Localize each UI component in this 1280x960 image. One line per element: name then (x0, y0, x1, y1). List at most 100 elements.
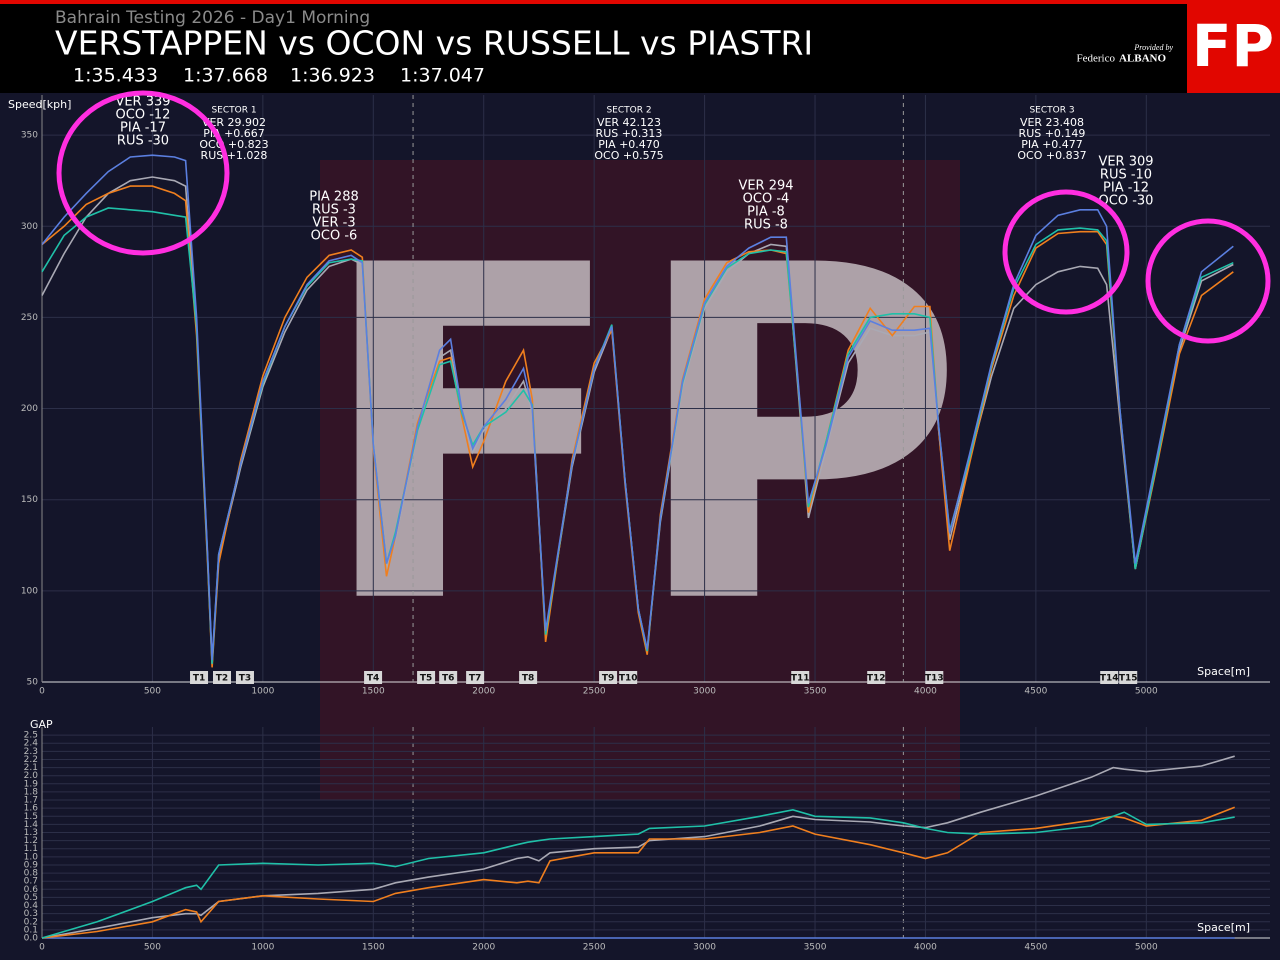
highlight-circle (1002, 189, 1130, 315)
subtitle: Bahrain Testing 2026 - Day1 Morning (55, 8, 370, 28)
lap-time: 1:37.047 (400, 65, 485, 87)
y-tick-label: 0.3 (24, 909, 38, 919)
annotation: RUS -3 (312, 203, 356, 218)
y-tick-label: 1.4 (24, 820, 39, 830)
chart: 0.00.10.20.30.40.50.60.70.80.91.01.11.21… (24, 718, 1270, 953)
x-tick-label: 2500 (583, 687, 606, 697)
sector-title: SECTOR 3 (1029, 106, 1074, 116)
y-tick-label: 300 (21, 222, 38, 232)
sector-line-text: OCO +0.575 (594, 149, 663, 162)
corner-label: T11 (791, 674, 810, 684)
author-first: Federico (1077, 53, 1116, 65)
corner-label: T15 (1119, 674, 1138, 684)
annotation: RUS -8 (744, 218, 788, 233)
x-tick-label: 4500 (1024, 687, 1047, 697)
author-last: ALBANO (1119, 53, 1167, 65)
annotation: VER 294 (738, 179, 793, 194)
x-tick-label: 1500 (362, 943, 385, 953)
corner-box (213, 671, 232, 684)
y-tick-label: 0.0 (24, 934, 39, 944)
corner-box (417, 671, 436, 684)
y-tick-label: 0.1 (24, 925, 38, 935)
corner-label: T12 (867, 674, 886, 684)
y-tick-label: 150 (21, 495, 38, 505)
x-tick-label: 0 (39, 687, 45, 697)
x-tick-label: 1500 (362, 687, 385, 697)
corner-label: T14 (1100, 674, 1119, 684)
corner-box (1100, 671, 1119, 684)
sector-line-text: RUS +0.313 (596, 127, 663, 140)
y-tick-label: 2.1 (24, 763, 38, 773)
title: VERSTAPPEN vs OCON vs RUSSELL vs PIASTRI (55, 24, 813, 63)
corner-box (867, 671, 886, 684)
y-tick-label: 1.0 (24, 852, 39, 862)
y-tick-label: 50 (27, 678, 39, 688)
lap-time: 1:36.923 (290, 65, 375, 87)
y-tick-label: 250 (21, 313, 38, 323)
provided-by: Provided by (1133, 43, 1173, 52)
header-stripe (0, 0, 1280, 4)
corner-box (599, 671, 618, 684)
corner-box (1119, 671, 1138, 684)
x-tick-label: 1000 (251, 687, 274, 697)
annotation: RUS -10 (1100, 168, 1152, 183)
annotation: PIA 288 (309, 190, 359, 205)
annotation: PIA -12 (1103, 181, 1149, 196)
x-tick-label: 500 (144, 687, 161, 697)
y-tick-label: 1.6 (24, 804, 39, 814)
header-band (0, 0, 1280, 93)
x-tick-label: 5000 (1135, 687, 1158, 697)
y-tick-label: 2.4 (24, 739, 39, 749)
sector-line-text: RUS +1.028 (201, 149, 268, 162)
y-tick-label: 350 (21, 131, 38, 141)
sector-line-text: RUS +0.149 (1019, 127, 1086, 140)
y-tick-label: 200 (21, 404, 38, 414)
corner-box (619, 671, 638, 684)
corner-box (439, 671, 458, 684)
x-tick-label: 4500 (1024, 943, 1047, 953)
corner-label: T5 (420, 674, 432, 684)
y-tick-label: 1.1 (24, 844, 38, 854)
sector-line-text: PIA +0.470 (598, 138, 660, 151)
y-tick-label: 0.9 (24, 860, 39, 870)
corner-box (925, 671, 944, 684)
annotation: OCO -4 (743, 192, 790, 207)
corner-label: T8 (522, 674, 534, 684)
y-tick-label: 1.8 (24, 787, 39, 797)
y-tick-label: 1.7 (24, 796, 38, 806)
annotation: OCO -12 (116, 108, 171, 123)
series-line (41, 806, 1235, 939)
annotation: PIA -17 (120, 121, 166, 136)
corner-label: T9 (602, 674, 614, 684)
sector-line-text: OCO +0.837 (1017, 149, 1086, 162)
x-tick-label: 3000 (693, 943, 716, 953)
y-tick-label: 0.6 (24, 885, 39, 895)
y-tick-label: 1.3 (24, 828, 38, 838)
sector-line-text: VER 29.902 (202, 116, 266, 129)
x-tick-label: 2500 (583, 943, 606, 953)
highlight-circle (1145, 218, 1271, 344)
annotation: OCO -30 (1099, 194, 1154, 209)
y-tick-label: 1.5 (24, 812, 38, 822)
highlight-circle (56, 90, 230, 256)
y-tick-label: 2.5 (24, 731, 38, 741)
lap-time: 1:35.433 (73, 65, 158, 87)
corner-label: T1 (193, 674, 205, 684)
corner-label: T13 (925, 674, 944, 684)
sector-line-text: VER 42.123 (597, 116, 661, 129)
x-tick-label: 2000 (472, 943, 495, 953)
annotation: VER 309 (1098, 155, 1153, 170)
x-tick-label: 3000 (693, 687, 716, 697)
sector-title: SECTOR 1 (211, 106, 256, 116)
x-tick-label: 3500 (804, 687, 827, 697)
sector-title: SECTOR 2 (606, 106, 651, 116)
series-line (41, 154, 1234, 661)
x-tick-label: 1000 (251, 943, 274, 953)
corner-label: T4 (367, 674, 379, 684)
lap-time: 1:37.668 (183, 65, 268, 87)
x-axis-label: Space[m] (1197, 665, 1250, 678)
annotation: PIA -8 (747, 205, 785, 220)
x-tick-label: 2000 (472, 687, 495, 697)
